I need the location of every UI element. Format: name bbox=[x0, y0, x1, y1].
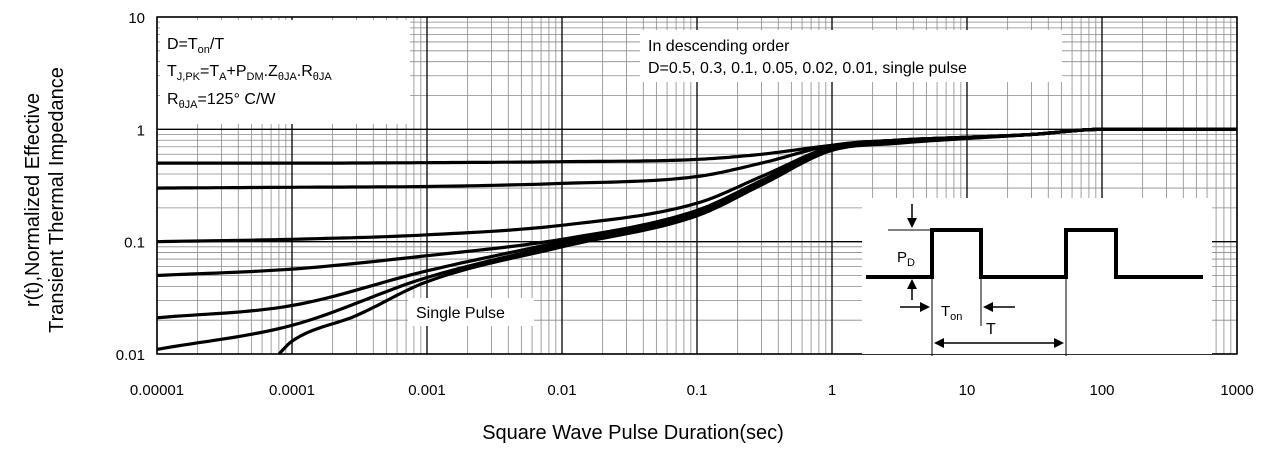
y-tick-label: 0.01 bbox=[116, 347, 145, 364]
y-axis-label-line-1: r(t),Normalized Effective bbox=[22, 92, 44, 308]
order-line-1: In descending order bbox=[648, 38, 790, 55]
y-tick-label: 10 bbox=[128, 10, 145, 27]
x-tick-label: 1 bbox=[828, 382, 836, 399]
curve-single-pulse bbox=[277, 127, 1237, 356]
single-pulse-label: Single Pulse bbox=[416, 305, 505, 322]
x-tick-label: 0.01 bbox=[547, 382, 576, 399]
x-tick-label: 10 bbox=[959, 382, 976, 399]
formula-duty: D=Ton/T bbox=[167, 36, 224, 56]
x-tick-label: 100 bbox=[1089, 382, 1114, 399]
curves bbox=[156, 127, 1237, 356]
y-tick-label: 0.1 bbox=[124, 235, 145, 252]
y-tick-label: 1 bbox=[137, 122, 145, 139]
y-axis-label: r(t),Normalized Effective Transient Ther… bbox=[21, 67, 69, 333]
y-axis-label-wrap: r(t),Normalized Effective Transient Ther… bbox=[0, 0, 90, 420]
y-tick-labels: 10 1 0.1 0.01 bbox=[116, 10, 145, 364]
x-tick-label: 0.00001 bbox=[130, 382, 184, 399]
x-tick-labels: 0.00001 0.0001 0.001 0.01 0.1 1 10 100 1000 bbox=[130, 382, 1254, 399]
x-axis-label: Square Wave Pulse Duration(sec) bbox=[482, 422, 784, 444]
x-tick-label: 0.0001 bbox=[269, 382, 315, 399]
inset-t-label: T bbox=[986, 321, 996, 338]
order-box: In descending order D=0.5, 0.3, 0.1, 0.0… bbox=[640, 30, 1062, 82]
pulse-inset: PD Ton T bbox=[862, 198, 1212, 356]
major-grid bbox=[156, 16, 1238, 355]
x-tick-label: 0.001 bbox=[408, 382, 446, 399]
order-line-2: D=0.5, 0.3, 0.1, 0.05, 0.02, 0.01, singl… bbox=[648, 60, 967, 77]
x-tick-label: 1000 bbox=[1220, 382, 1253, 399]
plot-frame bbox=[156, 16, 1238, 355]
pulse-waveform bbox=[866, 228, 1203, 279]
y-axis-label-line-2: Transient Thermal Impedance bbox=[46, 67, 68, 333]
formula-box: D=Ton/T TJ,PK=TA+PDM.ZθJA.RθJA RθJA=125°… bbox=[160, 20, 410, 124]
x-tick-label: 0.1 bbox=[687, 382, 708, 399]
